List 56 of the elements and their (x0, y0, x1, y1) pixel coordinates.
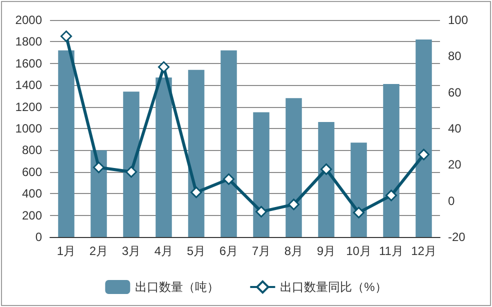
bar (383, 84, 400, 237)
y2-tick-label: 100 (448, 13, 468, 27)
x-tick-label: 3月 (122, 244, 141, 258)
x-tick-label: 12月 (411, 244, 436, 258)
point (126, 166, 137, 178)
x-tick-label: 7月 (252, 244, 271, 258)
bar (156, 78, 172, 237)
x-tick-label: 11月 (379, 244, 404, 258)
point (158, 61, 170, 73)
bar (58, 50, 74, 237)
x-tick-label: 9月 (316, 244, 336, 258)
y-tick-label: 1000 (15, 122, 42, 136)
x-tick-label: 2月 (89, 244, 108, 258)
legend-label: 出口数量同比（%） (280, 280, 387, 294)
y-tick-label: 1400 (15, 78, 42, 92)
y2-tick-label: 0 (448, 194, 455, 208)
y-tick-label: 1200 (15, 100, 42, 114)
point (353, 206, 364, 218)
point (320, 163, 332, 175)
point (386, 190, 397, 202)
y2-tick-label: 80 (448, 49, 462, 64)
y-tick-label: 800 (22, 143, 42, 158)
y-tick-label: 200 (22, 208, 42, 222)
point (190, 186, 202, 198)
y-tick-label: 2000 (15, 13, 42, 27)
point (288, 198, 300, 210)
point (418, 148, 430, 160)
bar (350, 142, 367, 237)
legend-label: 出口数量（吨） (135, 280, 220, 294)
y2-tick-label: 40 (448, 122, 462, 136)
x-tick-label: 10月 (346, 244, 372, 258)
x-tick-label: 6月 (219, 244, 238, 258)
x-tick-label: 8月 (284, 244, 304, 258)
x-tick-label: 5月 (186, 244, 206, 258)
point (60, 30, 72, 42)
y2-tick-label: 20 (448, 158, 462, 172)
y-tick-label: 600 (22, 164, 42, 179)
point (223, 173, 234, 185)
point (256, 206, 267, 218)
bar (220, 50, 237, 237)
y-tick-label: 1800 (15, 34, 42, 49)
y2-tick-label: -20 (448, 230, 466, 244)
bar (123, 92, 140, 237)
x-tick-label: 4月 (154, 244, 174, 258)
x-tick-label: 1月 (56, 244, 76, 258)
point (93, 162, 104, 174)
bar (416, 40, 432, 237)
bar (188, 70, 204, 237)
y-tick-label: 1600 (15, 56, 42, 70)
y-tick-label: 400 (22, 186, 42, 201)
bar (286, 98, 302, 237)
bar (253, 112, 270, 237)
y-tick-label: 0 (35, 230, 42, 244)
y2-tick-label: 60 (448, 85, 462, 100)
bar (90, 150, 107, 237)
bar (318, 122, 334, 237)
